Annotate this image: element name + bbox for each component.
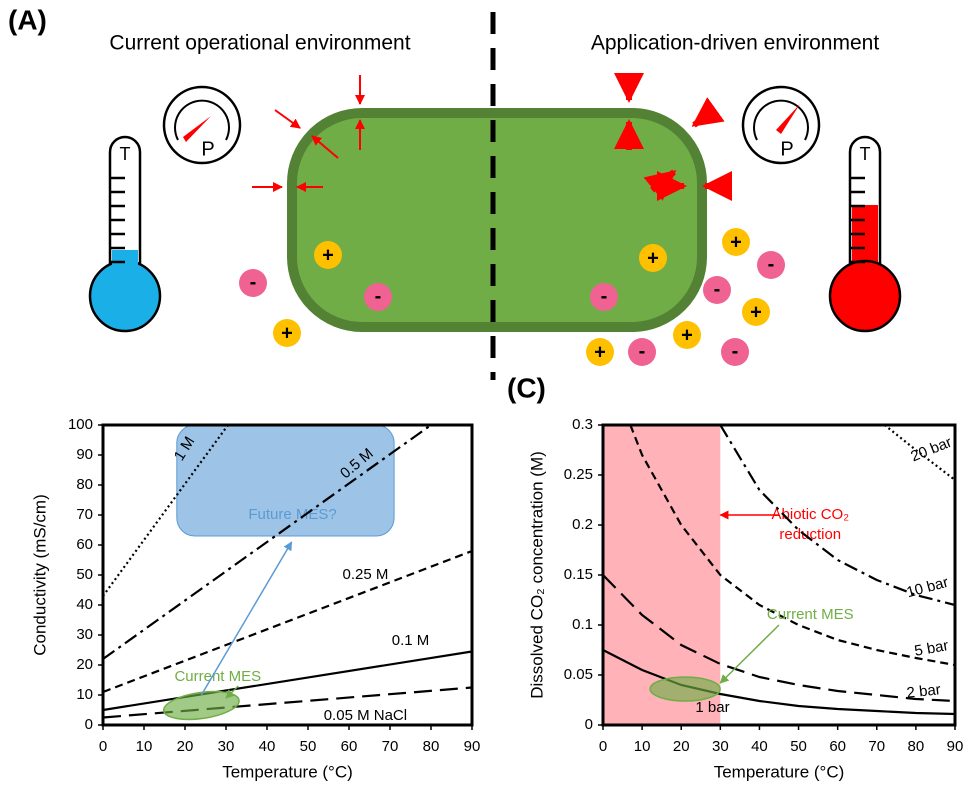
ion-sign: -	[768, 253, 775, 275]
y-tick-label: 70	[76, 506, 93, 523]
series-line	[103, 551, 472, 692]
x-tick-label: 90	[947, 738, 964, 755]
region-label: reduction	[779, 526, 841, 543]
chart: (B)Future MES?01020304050607080900102030…	[0, 372, 480, 781]
series-label: 0.05 M NaCl	[324, 707, 407, 724]
ion-sign: -	[375, 285, 382, 307]
x-tick-label: 10	[634, 738, 651, 755]
thermometer: T	[830, 137, 900, 331]
panel-label: (C)	[507, 372, 546, 403]
x-tick-label: 0	[599, 738, 607, 755]
series-label: 20 bar	[908, 434, 954, 466]
thermometer: T	[90, 137, 160, 331]
ion-sign: +	[322, 244, 334, 266]
y-tick-label: 0.05	[564, 666, 593, 683]
series-line	[103, 688, 472, 718]
y-tick-label: 20	[76, 656, 93, 673]
x-tick-label: 50	[790, 738, 807, 755]
y-tick-label: 100	[68, 416, 93, 433]
x-tick-label: 60	[829, 738, 846, 755]
arrow	[720, 625, 779, 683]
x-axis-title: Temperature (°C)	[222, 762, 353, 781]
thermometer-label: T	[860, 144, 871, 164]
x-tick-label: 10	[136, 738, 153, 755]
y-tick-label: 0.1	[572, 616, 593, 633]
ion-sign: -	[601, 285, 608, 307]
panel-a: (A) Current operational environment Appl…	[8, 4, 900, 380]
highlight	[650, 677, 720, 701]
x-tick-label: 70	[382, 738, 399, 755]
panel-label: (A)	[8, 4, 47, 35]
y-tick-label: 0	[585, 716, 593, 733]
panel-title: Application-driven environment	[591, 32, 879, 55]
ion-sign: -	[714, 278, 721, 300]
figure: (A) Current operational environment Appl…	[0, 0, 967, 785]
series-label: 1 bar	[695, 699, 729, 716]
x-tick-label: 70	[868, 738, 885, 755]
thermometer-label: T	[120, 144, 131, 164]
x-tick-label: 80	[423, 738, 440, 755]
x-axis-title: Temperature (°C)	[714, 762, 845, 781]
x-tick-label: 40	[259, 738, 276, 755]
x-tick-label: 60	[341, 738, 358, 755]
region-label: Future MES?	[248, 506, 336, 523]
y-tick-label: 50	[76, 566, 93, 583]
y-tick-label: 0.2	[572, 516, 593, 533]
y-tick-label: 10	[76, 686, 93, 703]
x-tick-label: 80	[908, 738, 925, 755]
ion-sign: +	[594, 341, 606, 363]
highlight-label: Current MES	[174, 668, 261, 685]
highlight	[162, 687, 241, 723]
x-tick-label: 0	[99, 738, 107, 755]
y-axis-title: Conductivity (mS/cm)	[30, 494, 49, 656]
charts: (B)Future MES?01020304050607080900102030…	[0, 372, 963, 781]
ion-sign: +	[730, 231, 742, 253]
ion-sign: +	[750, 301, 762, 323]
y-tick-label: 30	[76, 626, 93, 643]
x-tick-label: 30	[712, 738, 729, 755]
series-label: 0.1 M	[392, 632, 430, 649]
y-tick-label: 0.3	[572, 416, 593, 433]
cell	[292, 113, 702, 327]
x-tick-label: 40	[751, 738, 768, 755]
ion-sign: -	[250, 271, 257, 293]
ion-sign: -	[732, 340, 739, 362]
ion-sign: -	[639, 340, 646, 362]
gauge-label: P	[201, 138, 214, 160]
y-tick-label: 90	[76, 446, 93, 463]
highlight-label: Current MES	[767, 606, 854, 623]
panel-title: Current operational environment	[109, 32, 410, 55]
y-tick-label: 60	[76, 536, 93, 553]
gauge: P	[164, 87, 240, 163]
series-label: 2 bar	[906, 681, 942, 701]
gauge: P	[743, 87, 819, 163]
series-line	[103, 652, 472, 711]
ion-sign: +	[647, 247, 659, 269]
x-tick-label: 20	[177, 738, 194, 755]
y-tick-label: 0	[85, 716, 93, 733]
series-label: 5 bar	[913, 637, 950, 660]
x-tick-label: 90	[464, 738, 481, 755]
y-tick-label: 0.25	[564, 466, 593, 483]
x-tick-label: 50	[300, 738, 317, 755]
x-tick-label: 20	[673, 738, 690, 755]
ion-sign: +	[281, 322, 293, 344]
gauge-label: P	[780, 138, 793, 160]
y-tick-label: 0.15	[564, 566, 593, 583]
series-label: 0.25 M	[342, 566, 388, 583]
ion-sign: +	[681, 324, 693, 346]
y-tick-label: 80	[76, 476, 93, 493]
y-tick-label: 40	[76, 596, 93, 613]
y-axis-title: Dissolved CO₂ concentration (M)	[527, 451, 546, 699]
x-tick-label: 30	[218, 738, 235, 755]
